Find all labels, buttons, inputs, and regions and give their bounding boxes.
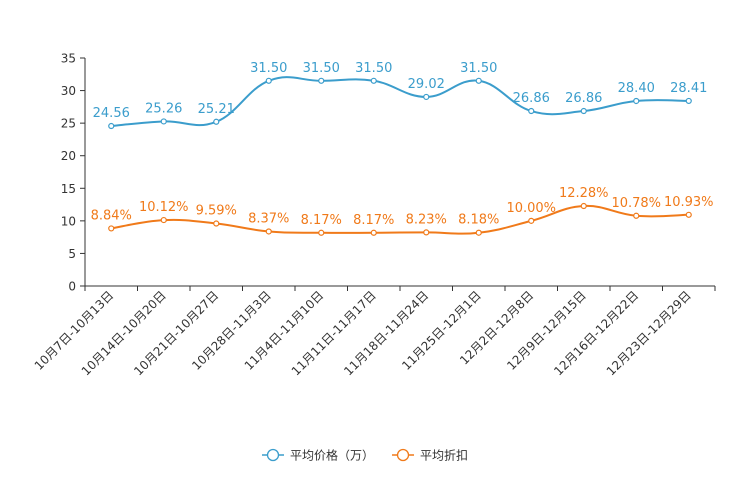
y-tick-label: 15 xyxy=(61,182,76,196)
chart-data-labels: 24.56 25.26 25.21 31.50 31.50 31.50 29.02 31.50… xyxy=(91,61,714,228)
series-1-point xyxy=(685,97,692,105)
series-2-point xyxy=(475,229,482,236)
series-2-data-label: 10.00% xyxy=(506,201,556,216)
series-1-point xyxy=(633,97,640,105)
series-1-point xyxy=(528,107,535,115)
series-2-data-label: 8.17% xyxy=(353,213,394,228)
series-2-point xyxy=(213,220,220,227)
series-2-point xyxy=(370,229,377,236)
series-2-point xyxy=(318,229,325,236)
series-2-point xyxy=(685,211,692,218)
series-1-data-label: 28.40 xyxy=(618,81,655,96)
series-2-point xyxy=(265,228,272,235)
series-1-point xyxy=(318,77,325,84)
series-2-data-label: 9.59% xyxy=(196,204,237,219)
series-1-point xyxy=(475,77,482,84)
series-1-data-label: 26.86 xyxy=(565,91,602,106)
series-1-data-label: 25.26 xyxy=(145,101,182,116)
series-2-point xyxy=(160,216,167,224)
series-1-point xyxy=(160,118,167,125)
series-1-data-label: 29.02 xyxy=(408,77,445,92)
y-tick-label: 5 xyxy=(68,247,76,261)
series-1-point xyxy=(265,77,272,84)
series-2-data-label: 8.37% xyxy=(248,211,289,226)
y-tick-label: 10 xyxy=(61,214,76,228)
series-line-2 xyxy=(111,205,689,235)
legend-marker-icon xyxy=(396,448,410,462)
legend-item-2[interactable]: 平均折扣 xyxy=(392,448,468,463)
legend-marker-icon xyxy=(266,448,280,462)
series-1-data-label: 24.56 xyxy=(93,106,130,121)
legend-item-1[interactable]: 平均价格（万） xyxy=(262,448,374,463)
series-2-data-label: 8.84% xyxy=(91,208,132,223)
series-2-data-label: 8.17% xyxy=(301,213,342,228)
legend-label: 平均折扣 xyxy=(420,448,468,463)
series-2-point xyxy=(528,217,535,224)
series-2-point xyxy=(423,229,430,236)
series-1-data-label: 28.41 xyxy=(670,81,707,96)
series-2-point xyxy=(633,212,640,219)
series-1-point xyxy=(423,93,430,101)
series-1-point xyxy=(108,122,115,130)
series-2-data-label: 10.78% xyxy=(611,196,661,211)
y-tick-label: 0 xyxy=(68,280,76,294)
y-tick-label: 20 xyxy=(61,149,76,163)
series-2-data-label: 8.23% xyxy=(406,212,447,227)
chart-legend[interactable]: 平均价格（万） 平均折扣 xyxy=(262,448,468,463)
series-1-data-label: 31.50 xyxy=(250,61,287,76)
series-1-data-label: 31.50 xyxy=(355,61,392,76)
y-tick-label: 25 xyxy=(61,117,76,131)
chart-series-lines xyxy=(108,76,692,236)
series-2-data-label: 12.28% xyxy=(559,186,609,201)
y-tick-label: 35 xyxy=(61,52,76,66)
series-1-data-label: 25.21 xyxy=(198,102,235,117)
series-2-data-label: 10.12% xyxy=(139,200,189,215)
series-1-point xyxy=(580,107,587,115)
series-1-data-label: 26.86 xyxy=(513,91,550,106)
series-2-data-label: 10.93% xyxy=(664,195,714,210)
legend-label: 平均价格（万） xyxy=(290,448,374,463)
series-1-data-label: 31.50 xyxy=(460,61,497,76)
series-2-data-label: 8.18% xyxy=(458,213,499,228)
series-2-point xyxy=(580,202,587,210)
series-1-point xyxy=(370,77,377,84)
series-1-data-label: 31.50 xyxy=(303,61,340,76)
series-1-point xyxy=(213,118,220,125)
series-2-point xyxy=(108,225,115,232)
y-tick-label: 30 xyxy=(61,84,76,98)
